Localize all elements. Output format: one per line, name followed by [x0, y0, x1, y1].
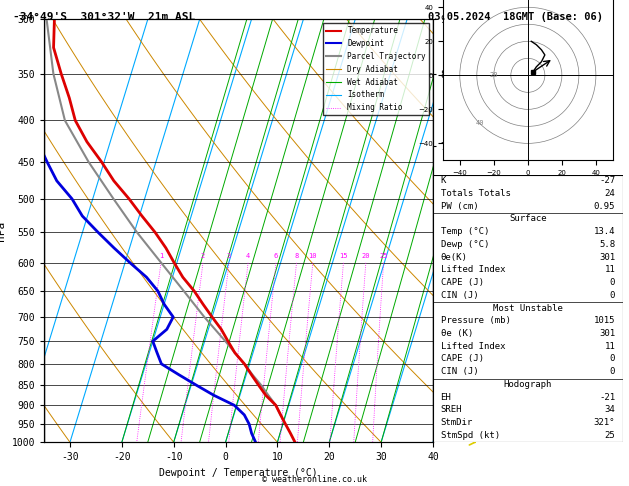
Text: 24: 24	[604, 189, 615, 198]
Y-axis label: km
ASL: km ASL	[449, 222, 471, 240]
Text: Surface: Surface	[509, 214, 547, 224]
Text: 1015: 1015	[594, 316, 615, 325]
Text: 10: 10	[309, 253, 317, 259]
Text: CIN (J): CIN (J)	[440, 367, 478, 376]
Text: Most Unstable: Most Unstable	[493, 304, 563, 312]
Text: 0: 0	[610, 367, 615, 376]
Text: -21: -21	[599, 393, 615, 402]
Text: Pressure (mb): Pressure (mb)	[440, 316, 511, 325]
Text: K: K	[440, 176, 446, 185]
Text: 25: 25	[604, 431, 615, 440]
Text: 8: 8	[294, 253, 299, 259]
Text: 20: 20	[489, 72, 498, 78]
Text: θe (K): θe (K)	[440, 329, 473, 338]
Text: -27: -27	[599, 176, 615, 185]
Text: 6: 6	[274, 253, 278, 259]
Text: 03.05.2024  18GMT (Base: 06): 03.05.2024 18GMT (Base: 06)	[428, 12, 603, 22]
Text: 20: 20	[362, 253, 370, 259]
Text: 11: 11	[604, 342, 615, 351]
X-axis label: Dewpoint / Temperature (°C): Dewpoint / Temperature (°C)	[159, 468, 318, 478]
Text: PW (cm): PW (cm)	[440, 202, 478, 211]
Text: θe(K): θe(K)	[440, 253, 467, 261]
Text: 4: 4	[246, 253, 250, 259]
Text: CAPE (J): CAPE (J)	[440, 354, 484, 364]
X-axis label: kt: kt	[523, 177, 533, 187]
Text: Temp (°C): Temp (°C)	[440, 227, 489, 236]
Text: CIN (J): CIN (J)	[440, 291, 478, 300]
Text: 40: 40	[476, 121, 484, 126]
Text: SREH: SREH	[440, 405, 462, 415]
Text: Lifted Index: Lifted Index	[440, 265, 505, 275]
Text: 15: 15	[339, 253, 348, 259]
Text: Dewp (°C): Dewp (°C)	[440, 240, 489, 249]
FancyBboxPatch shape	[433, 175, 623, 442]
Text: 25: 25	[379, 253, 388, 259]
Text: -34°49'S  301°32'W  21m ASL: -34°49'S 301°32'W 21m ASL	[13, 12, 195, 22]
Text: 34: 34	[604, 405, 615, 415]
Text: 13.4: 13.4	[594, 227, 615, 236]
Text: CAPE (J): CAPE (J)	[440, 278, 484, 287]
Y-axis label: hPa: hPa	[0, 221, 6, 241]
Text: Totals Totals: Totals Totals	[440, 189, 511, 198]
Text: Hodograph: Hodograph	[504, 380, 552, 389]
Text: 0: 0	[610, 278, 615, 287]
Text: 301: 301	[599, 329, 615, 338]
Text: EH: EH	[440, 393, 452, 402]
Text: Lifted Index: Lifted Index	[440, 342, 505, 351]
Legend: Temperature, Dewpoint, Parcel Trajectory, Dry Adiabat, Wet Adiabat, Isotherm, Mi: Temperature, Dewpoint, Parcel Trajectory…	[323, 23, 429, 115]
Text: 3: 3	[227, 253, 231, 259]
Text: 301: 301	[599, 253, 615, 261]
Text: 2: 2	[201, 253, 205, 259]
Text: 1LCL: 1LCL	[435, 405, 455, 414]
Text: 0.95: 0.95	[594, 202, 615, 211]
Text: 5.8: 5.8	[599, 240, 615, 249]
Text: © weatheronline.co.uk: © weatheronline.co.uk	[262, 474, 367, 484]
Text: StmDir: StmDir	[440, 418, 473, 427]
Text: 11: 11	[604, 265, 615, 275]
Text: 0: 0	[610, 354, 615, 364]
Text: 1: 1	[159, 253, 163, 259]
Text: 321°: 321°	[594, 418, 615, 427]
Text: StmSpd (kt): StmSpd (kt)	[440, 431, 499, 440]
Text: 0: 0	[610, 291, 615, 300]
